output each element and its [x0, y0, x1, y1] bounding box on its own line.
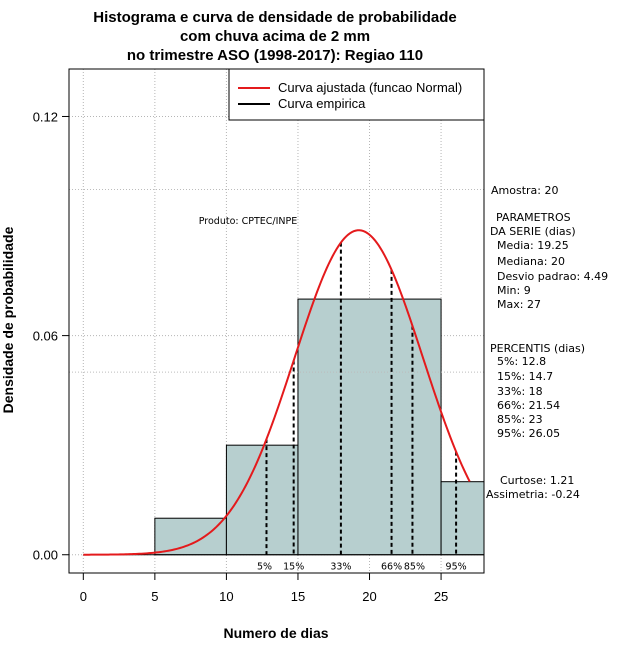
title-line-2: com chuva acima de 2 mm	[180, 28, 370, 45]
title-line-1: Histograma e curva de densidade de proba…	[93, 9, 456, 26]
histogram-bar-15-25	[297, 298, 442, 556]
product-annotation: Produto: CPTEC/INPE	[199, 216, 298, 227]
percentile-lines: 5% 15% 33% 66% 85% 95%	[257, 242, 467, 573]
percentile-label-5: 95%	[446, 562, 467, 573]
perc-15: 15%: 14.7	[497, 370, 553, 383]
legend-box	[228, 68, 485, 121]
histogram-bars	[154, 298, 485, 556]
y-tick-label-2: 0.12	[33, 109, 58, 124]
x-tick-label-20: 20	[362, 589, 376, 604]
x-tick-label-15: 15	[291, 589, 305, 604]
normal-fit-curve	[83, 229, 471, 556]
chart-title: Histograma e curva de densidade de proba…	[93, 9, 456, 64]
param-max: Max: 27	[497, 298, 541, 311]
percentile-label-2: 33%	[330, 562, 351, 573]
x-tick-label-25: 25	[434, 589, 448, 604]
histogram-bar-5-10	[154, 517, 227, 556]
param-median: Mediana: 20	[497, 255, 565, 268]
skewness: Assimetria: -0.24	[486, 488, 580, 501]
percentile-label-1: 15%	[283, 562, 304, 573]
perc-95: 95%: 26.05	[497, 427, 560, 440]
y-tick-label-1: 0.06	[33, 329, 58, 344]
x-axis-title: Numero de dias	[223, 625, 328, 641]
param-mean: Media: 19.25	[497, 239, 569, 252]
y-axis: 0.00 0.06 0.12	[33, 109, 70, 563]
y-tick-label-0: 0.00	[33, 548, 58, 563]
param-sd: Desvio padrao: 4.49	[497, 270, 608, 283]
percentile-label-0: 5%	[257, 562, 272, 573]
params-title-1: PARAMETROS	[496, 211, 571, 224]
perc-5: 5%: 12.8	[497, 355, 546, 368]
title-line-3: no trimestre ASO (1998-2017): Regiao 110	[127, 47, 423, 64]
param-min: Min: 9	[497, 284, 531, 297]
legend-label-normal: Curva ajustada (funcao Normal)	[278, 80, 462, 95]
percentile-label-3: 66%	[381, 562, 402, 573]
reference-lines	[69, 189, 484, 556]
histogram-bar-25-28	[440, 481, 485, 556]
legend-label-empirical: Curva empirica	[278, 96, 366, 111]
sample-size: Amostra: 20	[491, 184, 558, 197]
perc-85: 85%: 23	[497, 413, 543, 426]
kurtosis: Curtose: 1.21	[500, 474, 574, 487]
legend: Curva ajustada (funcao Normal) Curva emp…	[228, 68, 485, 121]
y-axis-title: Densidade de probabilidade	[0, 226, 16, 413]
percentiles-title: PERCENTIS (dias)	[490, 342, 585, 355]
x-axis: 0 5 10 15 20 25	[80, 572, 448, 604]
percentile-label-4: 85%	[404, 562, 425, 573]
x-tick-label-5: 5	[151, 589, 158, 604]
params-title-2: DA SERIE (dias)	[490, 225, 576, 238]
perc-33: 33%: 18	[497, 385, 543, 398]
statistics-panel: Amostra: 20 PARAMETROS DA SERIE (dias) M…	[486, 184, 608, 501]
x-tick-label-0: 0	[80, 589, 87, 604]
perc-66: 66%: 21.54	[497, 399, 560, 412]
x-tick-label-10: 10	[219, 589, 233, 604]
